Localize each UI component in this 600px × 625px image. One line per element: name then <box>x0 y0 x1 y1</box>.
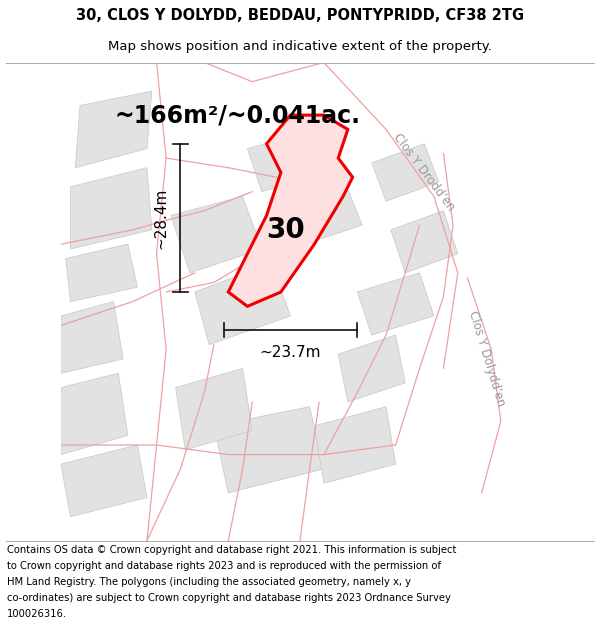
Text: Map shows position and indicative extent of the property.: Map shows position and indicative extent… <box>108 41 492 53</box>
Text: co-ordinates) are subject to Crown copyright and database rights 2023 Ordnance S: co-ordinates) are subject to Crown copyr… <box>7 593 451 603</box>
Polygon shape <box>176 369 252 450</box>
Polygon shape <box>214 407 324 492</box>
Polygon shape <box>372 144 439 201</box>
Text: ~166m²/~0.041ac.: ~166m²/~0.041ac. <box>115 103 361 127</box>
Polygon shape <box>70 168 152 249</box>
Polygon shape <box>195 263 290 344</box>
Text: to Crown copyright and database rights 2023 and is reproduced with the permissio: to Crown copyright and database rights 2… <box>7 561 441 571</box>
Polygon shape <box>338 335 405 402</box>
Polygon shape <box>358 273 434 335</box>
Text: 30: 30 <box>266 216 305 244</box>
Text: ~28.4m: ~28.4m <box>154 188 169 249</box>
Text: Clos Y Dolydd'en: Clos Y Dolydd'en <box>466 309 507 408</box>
Polygon shape <box>75 91 152 168</box>
Text: HM Land Registry. The polygons (including the associated geometry, namely x, y: HM Land Registry. The polygons (includin… <box>7 577 411 587</box>
Polygon shape <box>247 129 338 192</box>
Polygon shape <box>66 244 137 301</box>
Polygon shape <box>271 177 362 249</box>
Polygon shape <box>61 301 123 373</box>
Text: Contains OS data © Crown copyright and database right 2021. This information is : Contains OS data © Crown copyright and d… <box>7 545 457 555</box>
Text: 30, CLOS Y DOLYDD, BEDDAU, PONTYPRIDD, CF38 2TG: 30, CLOS Y DOLYDD, BEDDAU, PONTYPRIDD, C… <box>76 8 524 23</box>
Text: 100026316.: 100026316. <box>7 609 67 619</box>
Polygon shape <box>314 407 395 483</box>
Polygon shape <box>61 373 128 454</box>
Text: ~23.7m: ~23.7m <box>260 344 321 359</box>
Polygon shape <box>171 196 262 273</box>
Polygon shape <box>391 211 458 273</box>
Polygon shape <box>228 115 353 306</box>
Text: Clos Y Drodd'en: Clos Y Drodd'en <box>391 131 458 214</box>
Polygon shape <box>61 445 147 517</box>
